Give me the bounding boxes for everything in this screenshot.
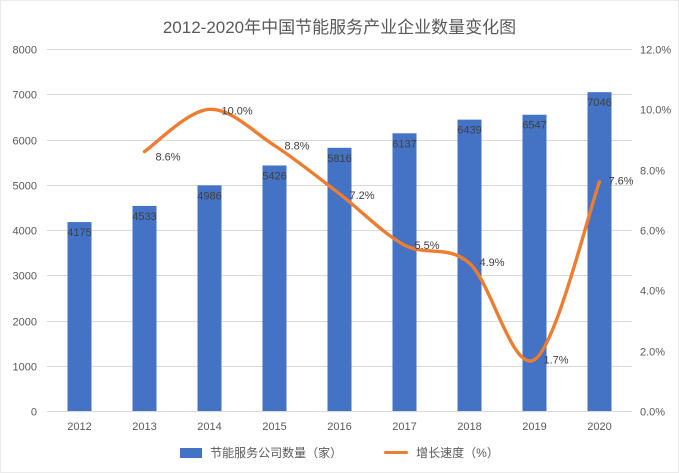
line-label-2014: 10.0%	[222, 105, 253, 117]
chart-title: 2012-2020年中国节能服务产业企业数量变化图	[162, 18, 517, 37]
bar-2013	[132, 205, 157, 411]
bar-label-2016: 5816	[327, 153, 351, 165]
x-axis-tick-label: 2019	[522, 421, 546, 433]
growth-rate-line	[142, 107, 602, 363]
y-axis-left-tick-label: 5000	[13, 181, 37, 193]
x-axis-tick-label: 2012	[67, 421, 91, 433]
legend-item-companies: 节能服务公司数量（家）	[180, 444, 342, 461]
y-axis-left-tick-label: 0	[31, 407, 37, 419]
legend-label-growth: 增长速度（%）	[416, 446, 499, 460]
legend: 节能服务公司数量（家） 增长速度（%）	[1, 444, 678, 461]
bar-label-2014: 4986	[197, 190, 221, 202]
bar-label-2020: 7046	[587, 97, 611, 109]
bar-2014	[197, 185, 222, 411]
y-axis-right-tick-label: 2.0%	[640, 347, 665, 359]
y-axis-right-tick-label: 12.0%	[640, 45, 671, 57]
legend-label-companies: 节能服务公司数量（家）	[210, 446, 343, 460]
line-label-2015: 8.8%	[285, 141, 310, 153]
bar-label-2013: 4533	[132, 211, 156, 223]
bar-label-2017: 6137	[392, 138, 416, 150]
y-axis-left-tick-label: 3000	[13, 271, 37, 283]
x-axis-tick-label: 2013	[132, 421, 156, 433]
bar-2017	[392, 133, 417, 411]
line-label-2018: 4.9%	[480, 257, 505, 269]
line-label-2019: 1.7%	[544, 355, 569, 367]
y-axis-right-tick-label: 6.0%	[640, 226, 665, 238]
y-axis-left-tick-label: 8000	[13, 45, 37, 57]
y-axis-left-tick-label: 6000	[13, 136, 37, 148]
y-axis-left-tick-label: 7000	[13, 90, 37, 102]
bar-2020	[587, 92, 612, 411]
y-axis-right-tick-label: 4.0%	[640, 286, 665, 298]
x-axis-tick-label: 2017	[392, 421, 416, 433]
line-label-2013: 8.6%	[156, 152, 181, 164]
bar-label-2015: 5426	[262, 170, 286, 182]
line-series-swatch	[384, 451, 409, 454]
y-axis-left-tick-label: 1000	[13, 362, 37, 374]
x-axis-tick-label: 2016	[327, 421, 351, 433]
line-label-2017: 5.5%	[415, 240, 440, 252]
bar-2012	[67, 222, 92, 411]
x-axis-tick-label: 2015	[262, 421, 286, 433]
x-axis-tick-label: 2018	[457, 421, 481, 433]
bar-series-swatch	[180, 447, 203, 458]
y-axis-left-tick-label: 4000	[13, 226, 37, 238]
y-axis-right-tick-label: 8.0%	[640, 166, 665, 178]
line-label-2020: 7.6%	[609, 176, 634, 188]
bar-label-2019: 6547	[522, 120, 546, 132]
line-label-2016: 7.2%	[350, 190, 375, 202]
y-axis-right-tick-label: 10.0%	[640, 105, 671, 117]
legend-item-growth: 增长速度（%）	[384, 444, 499, 461]
bar-label-2018: 6439	[457, 125, 481, 137]
bar-2015	[262, 165, 287, 411]
y-axis-left-tick-label: 2000	[13, 317, 37, 329]
x-axis-tick-label: 2020	[587, 421, 611, 433]
x-axis-tick-label: 2014	[197, 421, 221, 433]
y-axis-right-tick-label: 0.0%	[640, 407, 665, 419]
bar-label-2012: 4175	[67, 227, 91, 239]
